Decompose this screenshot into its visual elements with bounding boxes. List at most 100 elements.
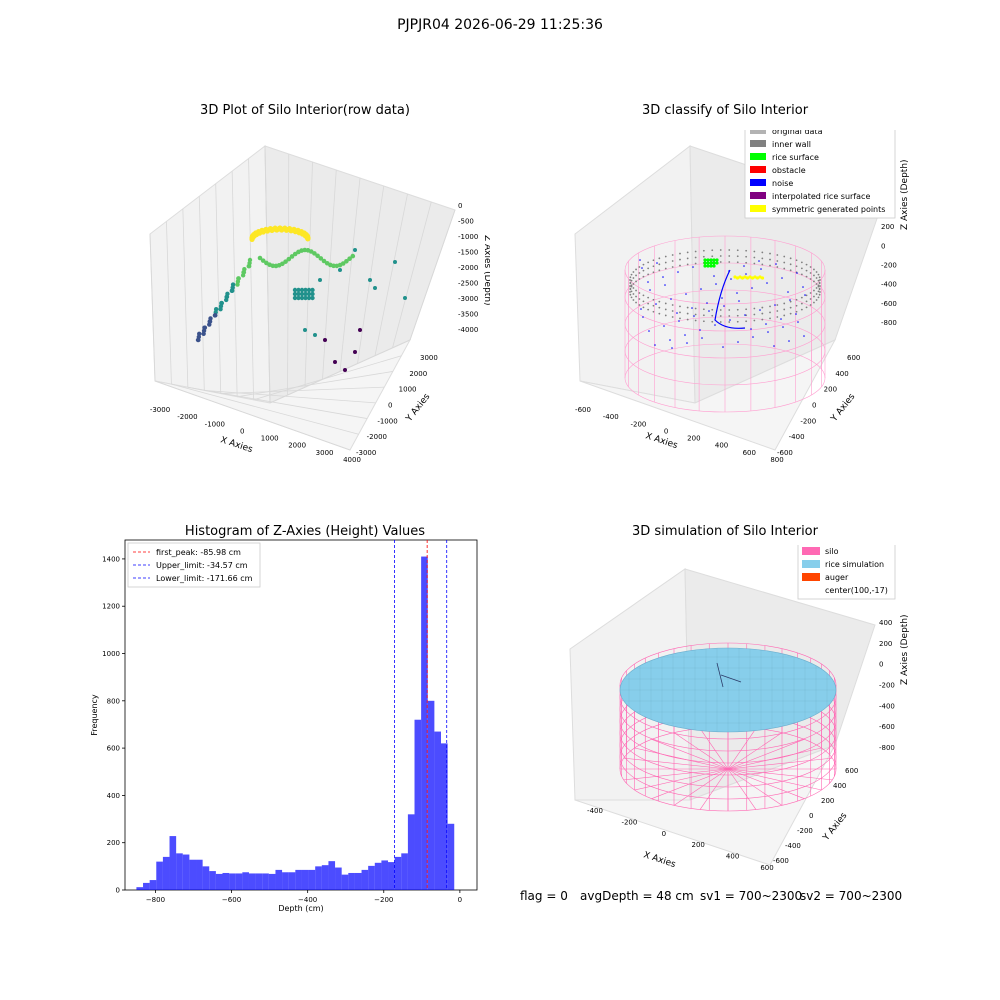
- wall-point: [635, 274, 637, 277]
- histogram-bar: [441, 743, 448, 890]
- wall-point: [789, 269, 792, 272]
- wall-point: [813, 295, 815, 298]
- histogram-bar: [136, 887, 144, 890]
- wall-point: [694, 307, 697, 310]
- y-axis-label: Y Axies: [821, 811, 850, 844]
- point: [368, 278, 372, 282]
- z-axis-label: Z Axies (Depth): [900, 159, 910, 230]
- status-flag: flag = 0: [520, 889, 568, 903]
- grid-line: [182, 208, 189, 388]
- point: [296, 287, 301, 293]
- x-axis-label: X Axies: [642, 850, 677, 870]
- rice-point: [715, 258, 719, 262]
- wall-point: [789, 306, 792, 309]
- noise-point: [780, 318, 782, 320]
- z-tick-label: 0: [881, 242, 885, 250]
- x-tick-label: 1000: [261, 435, 279, 443]
- wall-point: [686, 306, 689, 309]
- histogram-bar: [222, 872, 230, 890]
- point: [353, 248, 357, 252]
- noise-point: [641, 267, 643, 269]
- point: [296, 291, 301, 297]
- wall-point: [671, 316, 674, 318]
- wall-point: [719, 249, 722, 251]
- status-sv1: sv1 = 700~2300: [700, 889, 803, 903]
- noise-point: [701, 337, 703, 339]
- wall-point: [795, 304, 798, 307]
- wall-point: [800, 308, 803, 311]
- z-tick-label: -800: [879, 744, 895, 752]
- wall-point: [647, 296, 650, 299]
- z-tick-label: 0: [458, 202, 462, 210]
- rice-point: [715, 261, 719, 265]
- wall-point: [817, 296, 820, 299]
- noise-point: [691, 307, 693, 309]
- y-tick-label: 600: [107, 745, 120, 753]
- wall-point: [809, 278, 812, 280]
- z-tick-label: 200: [879, 640, 892, 648]
- wall-point: [728, 249, 731, 251]
- noise-point: [729, 319, 731, 321]
- wall-point: [671, 310, 674, 312]
- wall-point: [769, 305, 771, 308]
- noise-point: [656, 262, 658, 264]
- legend-label: inner wall: [772, 140, 811, 149]
- wall-point: [658, 300, 661, 303]
- noise-point: [670, 298, 672, 300]
- rice-mesh: [620, 648, 836, 732]
- y-tick-labels: 0 200 400 600 800 1000 1200 1400: [102, 555, 125, 895]
- wall-point: [815, 271, 818, 273]
- noise-point: [759, 309, 761, 311]
- histogram-bar: [407, 814, 415, 890]
- z-tick-label: 400: [879, 619, 892, 627]
- wall-point: [719, 315, 722, 317]
- grid-line: [220, 386, 385, 394]
- x-tick-labels: -600 -400 -200 0 200 400 600 800: [575, 406, 784, 464]
- legend-label: first_peak: -85.98 cm: [156, 548, 241, 557]
- silo-spoke: [623, 768, 729, 781]
- histogram-bar: [381, 860, 389, 890]
- legend-label: obstacle: [772, 166, 806, 175]
- silo-spoke: [727, 768, 805, 799]
- x-axis-label: X Axies: [219, 435, 254, 455]
- wall-point: [629, 293, 632, 296]
- grid-line: [248, 158, 254, 400]
- y-tick-label: -400: [785, 842, 801, 850]
- noise-point: [781, 277, 783, 279]
- point: [323, 338, 327, 342]
- wall-point: [736, 249, 739, 252]
- rice-point: [712, 264, 716, 268]
- wall-point: [817, 290, 820, 293]
- silo-spoke: [727, 732, 783, 770]
- point: [347, 256, 352, 262]
- grid-line: [198, 196, 205, 391]
- histogram-bar: [162, 856, 170, 890]
- wall-point: [647, 308, 650, 311]
- grid-line: [204, 390, 376, 404]
- wall-point: [719, 309, 722, 311]
- x-tick-label: 2000: [288, 442, 306, 450]
- wall-point: [642, 306, 645, 309]
- legend-swatch: [750, 153, 766, 160]
- point: [235, 282, 240, 287]
- rice-point: [706, 258, 710, 262]
- wall-point: [805, 275, 808, 278]
- wall-point: [638, 298, 641, 300]
- legend-label: center(100,-17): [825, 586, 888, 595]
- point: [333, 360, 337, 364]
- noise-point: [671, 347, 673, 349]
- wall-point: [686, 312, 689, 315]
- point: [353, 350, 357, 354]
- histogram-bar: [301, 869, 309, 890]
- histogram-bar: [275, 869, 283, 890]
- point: [338, 268, 342, 272]
- noise-point: [738, 300, 740, 302]
- silo-spoke: [727, 728, 757, 770]
- silo-spoke: [727, 747, 822, 770]
- histogram-bar: [209, 871, 216, 890]
- histogram-bar: [295, 869, 302, 890]
- panel4-title: 3D simulation of Silo Interior: [632, 524, 818, 539]
- wall-point: [783, 314, 786, 317]
- point: [224, 297, 229, 303]
- wall-point: [809, 266, 812, 268]
